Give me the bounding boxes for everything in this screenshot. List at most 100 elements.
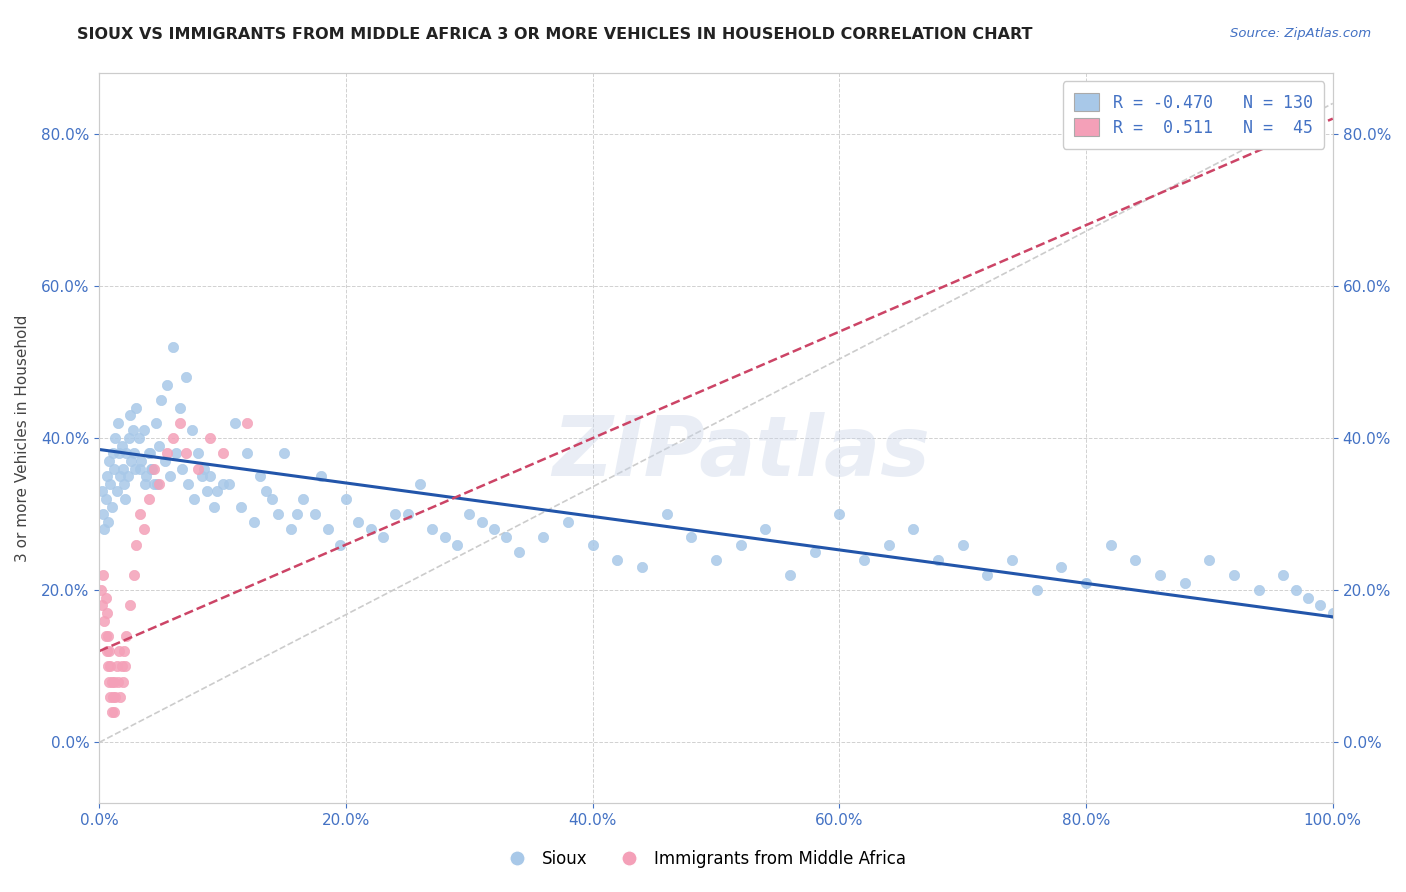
Point <box>655 507 678 521</box>
Point <box>100 500 122 514</box>
Point <box>150 393 173 408</box>
Point <box>205 484 228 499</box>
Legend: R = -0.470   N = 130, R =  0.511   N =  45: R = -0.470 N = 130, R = 0.511 N = 45 <box>1063 81 1324 149</box>
Point <box>384 507 406 521</box>
Point <box>877 538 900 552</box>
Point <box>101 690 124 704</box>
Point <box>139 461 162 475</box>
Point <box>242 515 264 529</box>
Point <box>132 522 155 536</box>
Point <box>249 469 271 483</box>
Point <box>93 614 115 628</box>
Point <box>105 484 128 499</box>
Point <box>174 370 197 384</box>
Point <box>129 461 152 475</box>
Point <box>754 522 776 536</box>
Point <box>112 644 135 658</box>
Point <box>135 469 157 483</box>
Point <box>347 515 370 529</box>
Point <box>174 446 197 460</box>
Point <box>236 446 259 460</box>
Point <box>104 690 127 704</box>
Point <box>471 515 494 529</box>
Point <box>329 538 352 552</box>
Point <box>631 560 654 574</box>
Point <box>100 690 122 704</box>
Point <box>177 476 200 491</box>
Point <box>110 659 132 673</box>
Text: Source: ZipAtlas.com: Source: ZipAtlas.com <box>1230 27 1371 40</box>
Point <box>273 446 295 460</box>
Point <box>139 446 162 460</box>
Point <box>183 491 205 506</box>
Point <box>91 507 114 521</box>
Point <box>93 522 115 536</box>
Point <box>952 538 974 552</box>
Point <box>128 431 150 445</box>
Point <box>828 507 851 521</box>
Point <box>145 416 167 430</box>
Point <box>396 507 419 521</box>
Point <box>110 439 132 453</box>
Point <box>156 377 179 392</box>
Point <box>94 491 117 506</box>
Point <box>108 446 131 460</box>
Point <box>159 469 181 483</box>
Point <box>211 476 233 491</box>
Point <box>927 553 949 567</box>
Point <box>98 644 121 658</box>
Point <box>105 659 128 673</box>
Point <box>291 491 314 506</box>
Point <box>409 476 432 491</box>
Point <box>112 476 135 491</box>
Point <box>162 340 184 354</box>
Point <box>138 446 160 460</box>
Point <box>100 674 122 689</box>
Point <box>129 454 152 468</box>
Point <box>202 500 225 514</box>
Point <box>100 476 122 491</box>
Point <box>169 416 191 430</box>
Point <box>433 530 456 544</box>
Point <box>100 659 122 673</box>
Point <box>1296 591 1319 605</box>
Point <box>557 515 579 529</box>
Point <box>129 507 152 521</box>
Point <box>508 545 530 559</box>
Point <box>1322 606 1344 620</box>
Point <box>156 446 179 460</box>
Point <box>200 431 222 445</box>
Point <box>98 674 121 689</box>
Point <box>1099 538 1122 552</box>
Point <box>779 568 801 582</box>
Point <box>97 515 120 529</box>
Point <box>180 424 202 438</box>
Point <box>218 476 240 491</box>
Point <box>108 644 131 658</box>
Point <box>148 439 170 453</box>
Point <box>1149 568 1171 582</box>
Point <box>681 530 703 544</box>
Point <box>231 500 253 514</box>
Point <box>125 401 148 415</box>
Point <box>153 454 176 468</box>
Point <box>169 401 191 415</box>
Point <box>285 507 308 521</box>
Point <box>103 674 125 689</box>
Point <box>582 538 605 552</box>
Point <box>125 538 148 552</box>
Point <box>170 461 193 475</box>
Point <box>1001 553 1024 567</box>
Point <box>115 629 138 643</box>
Point <box>120 409 142 423</box>
Point <box>1309 599 1331 613</box>
Point <box>531 530 554 544</box>
Point <box>195 484 218 499</box>
Point <box>97 659 120 673</box>
Point <box>115 446 138 460</box>
Point <box>254 484 277 499</box>
Point <box>1272 568 1295 582</box>
Point <box>187 446 209 460</box>
Point <box>132 424 155 438</box>
Point <box>104 431 127 445</box>
